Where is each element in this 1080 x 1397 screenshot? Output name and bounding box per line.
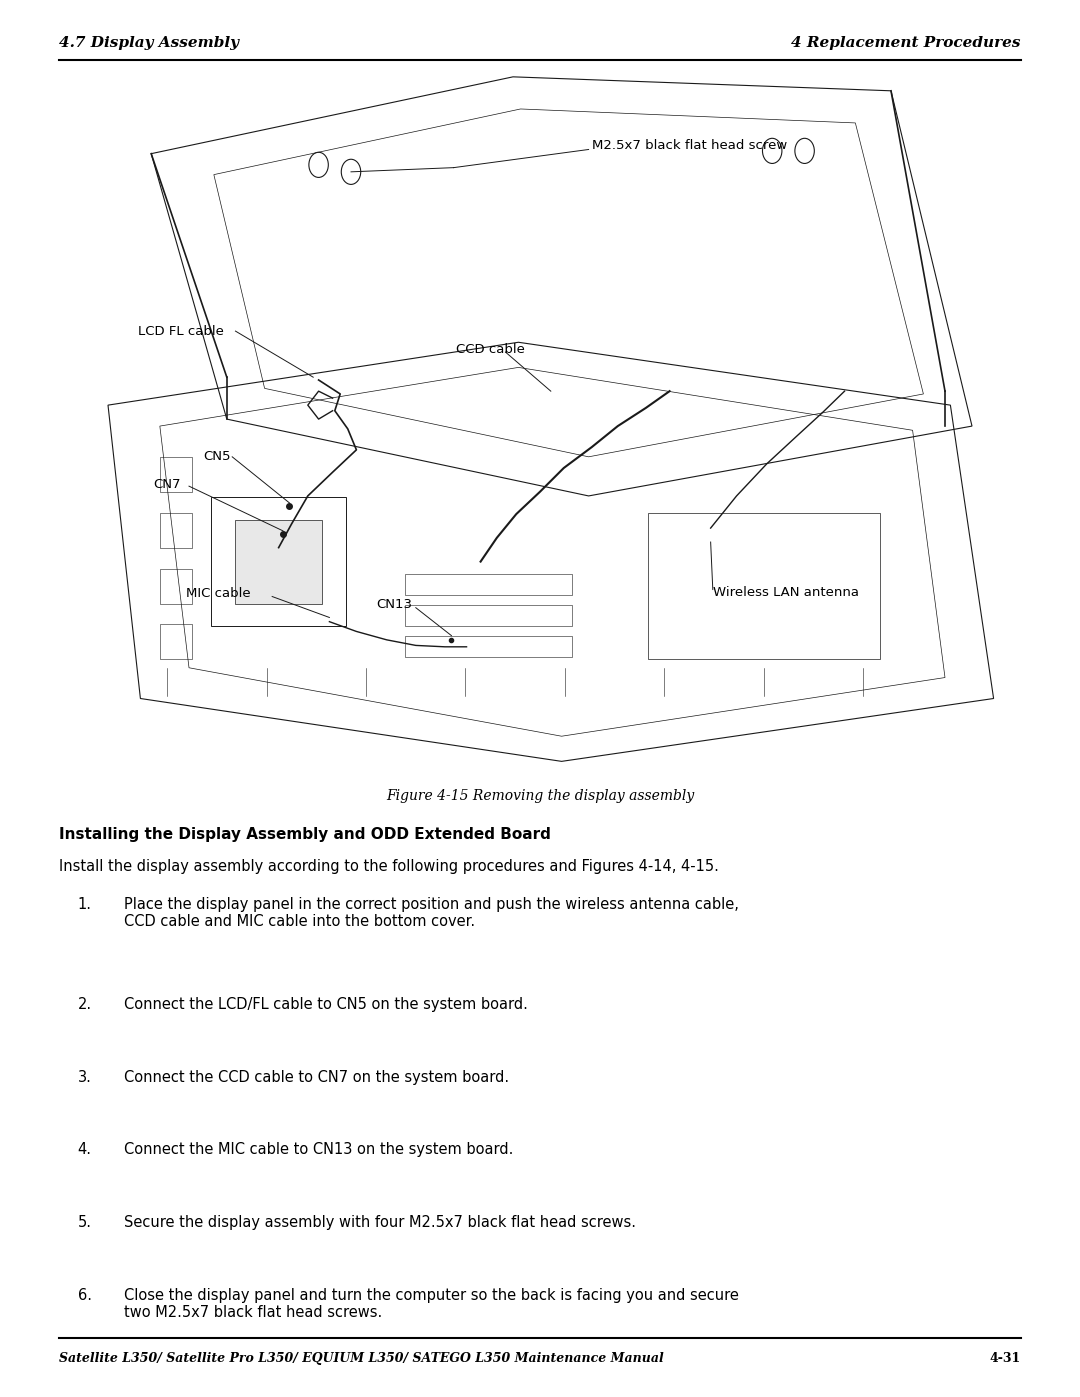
Text: Wireless LAN antenna: Wireless LAN antenna <box>713 585 859 599</box>
Text: Connect the CCD cable to CN7 on the system board.: Connect the CCD cable to CN7 on the syst… <box>124 1070 510 1084</box>
Text: MIC cable: MIC cable <box>186 587 251 601</box>
Text: Satellite L350/ Satellite Pro L350/ EQUIUM L350/ SATEGO L350 Maintenance Manual: Satellite L350/ Satellite Pro L350/ EQUI… <box>59 1352 664 1365</box>
Text: Figure 4-15 Removing the display assembly: Figure 4-15 Removing the display assembl… <box>386 789 694 803</box>
Bar <box>160 457 192 492</box>
Text: Connect the MIC cable to CN13 on the system board.: Connect the MIC cable to CN13 on the sys… <box>124 1143 514 1157</box>
Text: 4.7 Display Assembly: 4.7 Display Assembly <box>59 36 240 50</box>
Bar <box>405 636 572 657</box>
Text: 6.: 6. <box>78 1288 92 1302</box>
Bar <box>405 574 572 595</box>
Text: CN5: CN5 <box>203 450 230 464</box>
Text: M2.5x7 black flat head screw: M2.5x7 black flat head screw <box>592 138 787 152</box>
Text: CN13: CN13 <box>376 598 411 612</box>
Text: Close the display panel and turn the computer so the back is facing you and secu: Close the display panel and turn the com… <box>124 1288 739 1320</box>
Bar <box>160 624 192 659</box>
Text: 4 Replacement Procedures: 4 Replacement Procedures <box>791 36 1021 50</box>
Text: Place the display panel in the correct position and push the wireless antenna ca: Place the display panel in the correct p… <box>124 897 739 929</box>
Text: CCD cable: CCD cable <box>456 342 525 356</box>
Text: Installing the Display Assembly and ODD Extended Board: Installing the Display Assembly and ODD … <box>59 827 551 842</box>
Bar <box>160 513 192 548</box>
Bar <box>160 569 192 604</box>
Text: 5.: 5. <box>78 1215 92 1229</box>
Text: Secure the display assembly with four M2.5x7 black flat head screws.: Secure the display assembly with four M2… <box>124 1215 636 1229</box>
Text: Connect the LCD/FL cable to CN5 on the system board.: Connect the LCD/FL cable to CN5 on the s… <box>124 997 528 1011</box>
FancyBboxPatch shape <box>235 520 322 604</box>
Text: Install the display assembly according to the following procedures and Figures 4: Install the display assembly according t… <box>59 859 719 875</box>
Text: 3.: 3. <box>78 1070 92 1084</box>
Text: CN7: CN7 <box>153 478 180 492</box>
Text: 1.: 1. <box>78 897 92 912</box>
Text: 2.: 2. <box>78 997 92 1011</box>
Text: 4.: 4. <box>78 1143 92 1157</box>
Text: 4-31: 4-31 <box>989 1352 1021 1365</box>
Bar <box>648 513 880 659</box>
Text: LCD FL cable: LCD FL cable <box>138 324 225 338</box>
Bar <box>405 605 572 626</box>
